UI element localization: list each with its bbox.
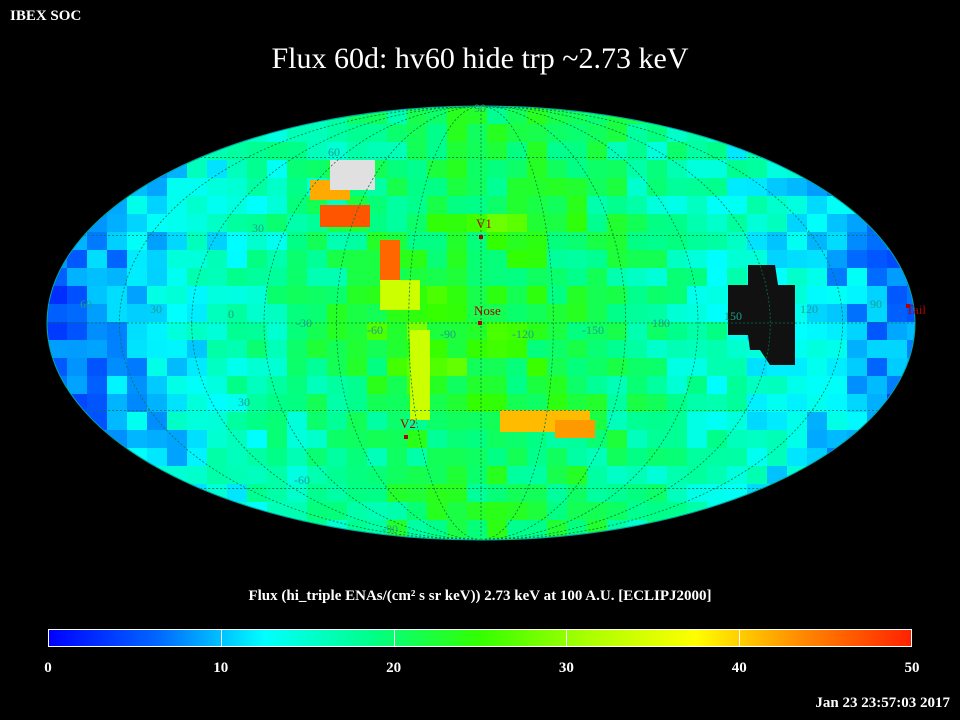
marker-dot [479, 235, 483, 239]
marker-label: V2 [400, 416, 416, 431]
marker-dot [404, 435, 408, 439]
map-outline [46, 105, 916, 541]
latitude-label: 30 [238, 395, 250, 409]
longitude-label: -30 [296, 316, 312, 330]
longitude-label: 60 [80, 297, 92, 311]
colorbar-tick: 50 [904, 660, 920, 676]
colorbar-tick: 10 [213, 660, 229, 676]
marker-label: Tail [906, 302, 926, 317]
longitude-label: 90 [870, 297, 882, 311]
longitude-label: 120 [800, 302, 818, 316]
markers: V1 Nose V2 Tail [400, 216, 926, 439]
colorbar-tick: 40 [731, 660, 747, 676]
latitude-label: -60 [294, 473, 310, 487]
longitude-label: 180 [652, 316, 670, 330]
colorbar-tick: 0 [44, 660, 52, 676]
brand-label: IBEX SOC [10, 8, 82, 24]
marker-label: V1 [476, 216, 492, 231]
colorbar [48, 629, 912, 647]
marker-dot [478, 321, 482, 325]
colorbar-title: Flux (hi_triple ENAs/(cm² s sr keV)) 2.7… [248, 588, 712, 604]
latitude-label: 60 [328, 145, 340, 159]
timestamp: Jan 23 23:57:03 2017 [815, 695, 950, 711]
longitude-label: 150 [724, 309, 742, 323]
sky-map: 60 30 0 -30 -60 -90 -120 -150 180 150 120 90 90 60 30 3… [46, 101, 926, 541]
longitude-label: 0 [228, 307, 234, 321]
latitude-label: 90 [474, 101, 486, 115]
map-title: Flux 60d: hv60 hide trp ~2.73 keV [271, 42, 689, 75]
marker-dot [906, 304, 910, 308]
longitude-label: -90 [440, 327, 456, 341]
colorbar-tick: 30 [558, 660, 574, 676]
latitude-label: 30 [252, 221, 264, 235]
masked-region [728, 265, 795, 365]
longitude-label: -60 [367, 323, 383, 337]
grid-labels: 60 30 0 -30 -60 -90 -120 -150 180 150 120 90 90 60 30 3… [80, 101, 882, 536]
latitude-label: -90 [382, 522, 398, 536]
longitude-label: -120 [512, 327, 534, 341]
longitude-label: 30 [150, 302, 162, 316]
marker-label: Nose [474, 303, 501, 318]
colorbar-tick: 20 [386, 660, 402, 676]
longitude-label: -150 [582, 323, 604, 337]
